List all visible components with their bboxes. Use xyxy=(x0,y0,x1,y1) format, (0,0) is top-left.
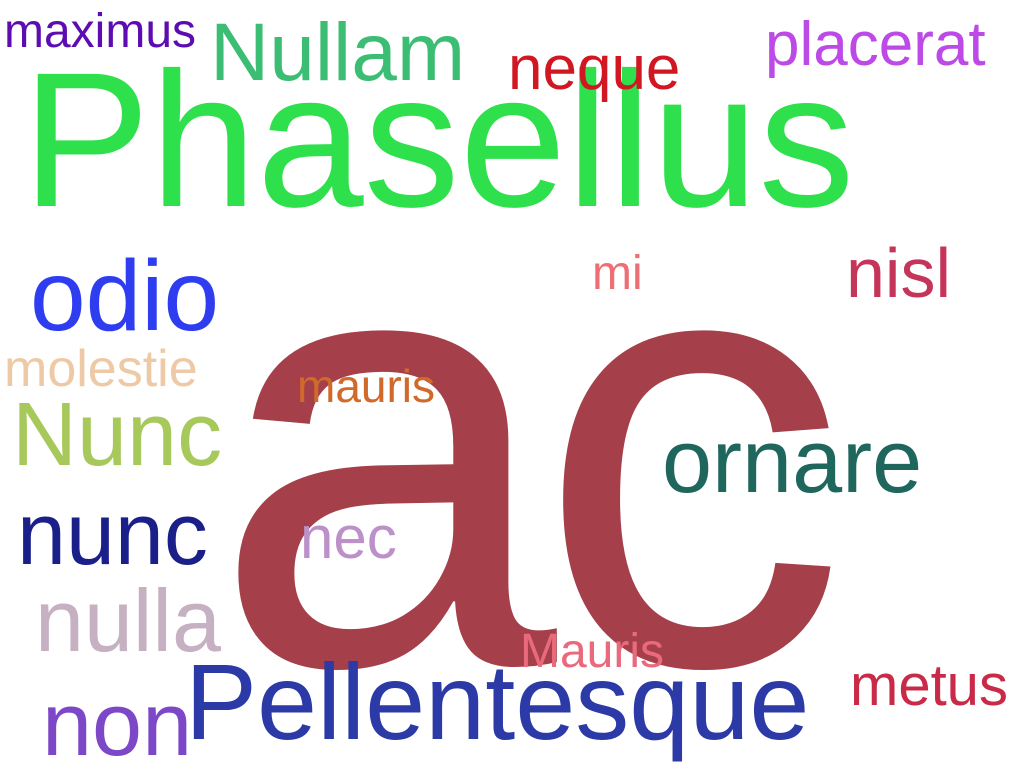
word-metus: metus xyxy=(850,653,1008,718)
word-ac: ac xyxy=(212,104,847,768)
word-pellentesque: Pellentesque xyxy=(185,641,810,762)
word-phasellus: Phasellus xyxy=(22,32,855,247)
word-placerat: placerat xyxy=(765,10,986,79)
word-nisl: nisl xyxy=(846,234,952,312)
word-maximus: maximus xyxy=(4,5,197,58)
word-ornare: ornare xyxy=(662,412,923,512)
word-nunc: nunc xyxy=(17,484,208,583)
word-mi: mi xyxy=(592,247,643,300)
word-nulla: nulla xyxy=(35,571,221,670)
word-odio: odio xyxy=(30,240,220,352)
word-mauris-capital: Mauris xyxy=(520,625,665,678)
word-nec: nec xyxy=(300,504,397,571)
word-neque: neque xyxy=(508,34,681,103)
word-mauris-lower: mauris xyxy=(297,360,436,412)
word-nullam: Nullam xyxy=(210,7,466,98)
word-molestie: molestie xyxy=(4,340,198,398)
word-non: non xyxy=(42,675,193,768)
word-nunc-capital: Nunc xyxy=(12,385,223,485)
